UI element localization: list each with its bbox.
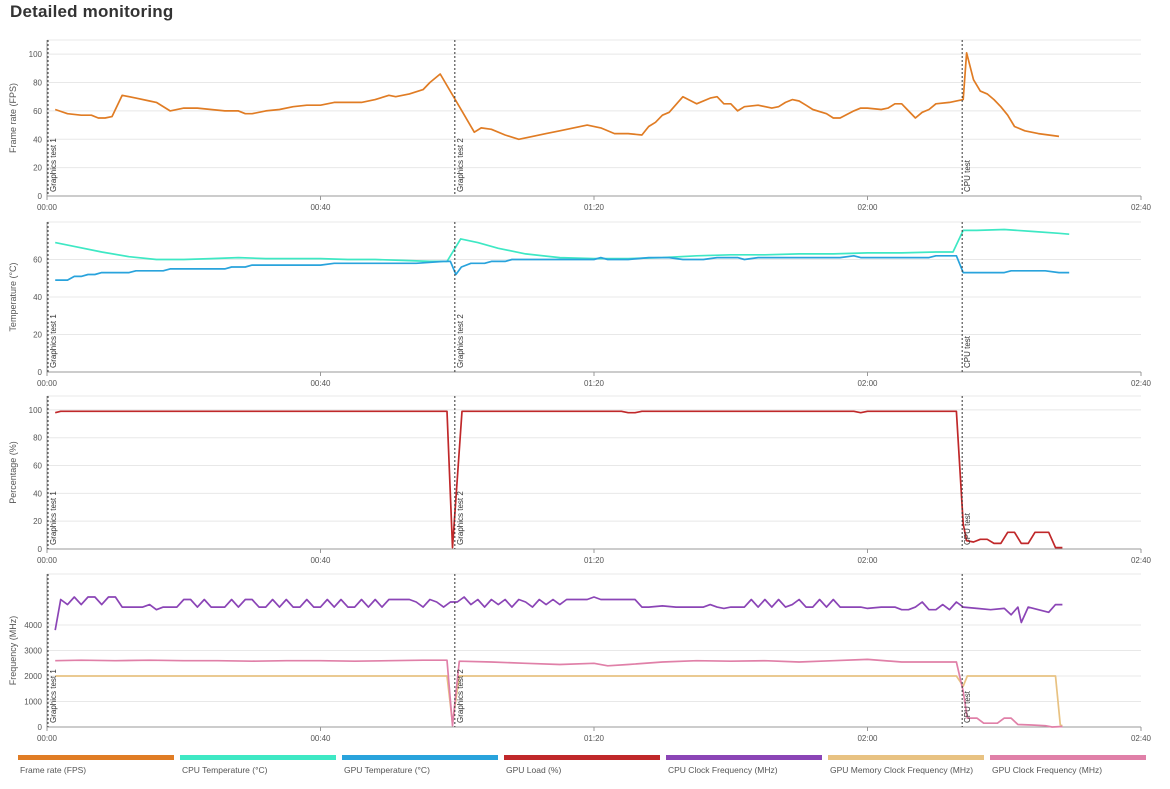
y-tick-label: 60	[33, 462, 42, 471]
y-axis-label: Frame rate (FPS)	[8, 83, 18, 153]
y-tick-label: 0	[38, 723, 43, 732]
chart-panel: 0 1000 2000 3000 4000 00:00 00:40 01:20 02:00 02:…	[8, 573, 1152, 743]
test-marker-label: Graphics test 2	[456, 314, 465, 368]
test-marker-label: Graphics test 1	[49, 669, 58, 723]
y-tick-label: 60	[33, 107, 42, 116]
test-marker-label: Graphics test 1	[49, 138, 58, 192]
series-line	[55, 254, 1070, 281]
y-tick-label: 0	[38, 368, 43, 377]
legend-label: CPU Clock Frequency (MHz)	[668, 765, 778, 775]
x-tick-label: 01:20	[584, 203, 605, 212]
series-line	[55, 675, 1063, 727]
legend-label: CPU Temperature (°C)	[182, 765, 268, 775]
legend-swatch	[504, 755, 660, 760]
y-tick-label: 3000	[24, 647, 42, 656]
legend-label: GPU Memory Clock Frequency (MHz)	[830, 765, 974, 775]
y-tick-label: 20	[33, 517, 42, 526]
test-marker-label: Graphics test 2	[456, 491, 465, 545]
y-tick-label: 0	[38, 192, 43, 201]
chart-panel: 0 20 40 60 80 100 00:00 00:40 01:20 02:00 02:40 Per…	[8, 395, 1152, 565]
chart-legend: Frame rate (FPS) CPU Temperature (°C) GPU …	[18, 755, 1153, 783]
x-tick-label: 02:00	[857, 556, 878, 565]
chart-panel: 0 20 40 60 80 100 00:00 00:40 01:20 02:00 02:40 Fra…	[8, 39, 1152, 212]
y-axis-label: Frequency (MHz)	[8, 616, 18, 686]
y-tick-label: 2000	[24, 672, 42, 681]
test-marker-label: Graphics test 2	[456, 669, 465, 723]
x-tick-label: 02:40	[1131, 203, 1152, 212]
x-tick-label: 01:20	[584, 556, 605, 565]
x-tick-label: 00:40	[310, 379, 331, 388]
legend-swatch	[18, 755, 174, 760]
test-marker-label: CPU test	[963, 690, 972, 723]
test-marker-label: CPU test	[963, 512, 972, 545]
series-line	[54, 596, 1063, 631]
legend-label: GPU Clock Frequency (MHz)	[992, 765, 1103, 775]
y-tick-label: 1000	[24, 698, 42, 707]
test-marker-label: CPU test	[963, 159, 972, 192]
legend-swatch	[666, 755, 822, 760]
legend-label: GPU Load (%)	[506, 765, 562, 775]
y-tick-label: 100	[29, 406, 43, 415]
legend-swatch	[342, 755, 498, 760]
x-tick-label: 00:40	[310, 203, 331, 212]
x-tick-label: 02:40	[1131, 734, 1152, 743]
x-tick-label: 01:20	[584, 734, 605, 743]
y-tick-label: 4000	[24, 621, 42, 630]
legend-swatch	[828, 755, 984, 760]
y-tick-label: 40	[33, 489, 42, 498]
x-tick-label: 02:00	[857, 734, 878, 743]
x-tick-label: 00:00	[37, 379, 58, 388]
x-tick-label: 00:00	[37, 734, 58, 743]
x-tick-label: 02:40	[1131, 556, 1152, 565]
x-tick-label: 00:40	[310, 556, 331, 565]
x-tick-label: 00:40	[310, 734, 331, 743]
x-tick-label: 01:20	[584, 379, 605, 388]
test-marker-label: Graphics test 2	[456, 138, 465, 192]
chart-panel: 0 20 40 60 00:00 00:40 01:20 02:00 02:40 Temperat…	[8, 221, 1152, 388]
test-marker-label: Graphics test 1	[49, 491, 58, 545]
series-line	[55, 228, 1070, 263]
legend-swatch	[180, 755, 336, 760]
x-tick-label: 02:40	[1131, 379, 1152, 388]
x-tick-label: 00:00	[37, 556, 58, 565]
legend-label: Frame rate (FPS)	[20, 765, 87, 775]
x-tick-label: 00:00	[37, 203, 58, 212]
y-tick-label: 60	[33, 256, 42, 265]
legend-swatch	[990, 755, 1146, 760]
test-marker-label: CPU test	[963, 335, 972, 368]
series-line	[55, 658, 1063, 728]
legend-label: GPU Temperature (°C)	[344, 765, 430, 775]
y-tick-label: 0	[38, 545, 43, 554]
y-tick-label: 80	[33, 434, 42, 443]
x-tick-label: 02:00	[857, 379, 878, 388]
test-marker-label: Graphics test 1	[49, 314, 58, 368]
y-tick-label: 20	[33, 164, 42, 173]
y-axis-label: Percentage (%)	[8, 441, 18, 504]
page-title: Detailed monitoring	[10, 2, 174, 21]
y-tick-label: 80	[33, 79, 42, 88]
y-tick-label: 40	[33, 293, 42, 302]
y-axis-label: Temperature (°C)	[8, 262, 18, 331]
series-line	[54, 51, 1060, 141]
x-tick-label: 02:00	[857, 203, 878, 212]
y-tick-label: 100	[29, 50, 43, 59]
series-line	[54, 410, 1063, 549]
y-tick-label: 40	[33, 135, 42, 144]
y-tick-label: 20	[33, 331, 42, 340]
